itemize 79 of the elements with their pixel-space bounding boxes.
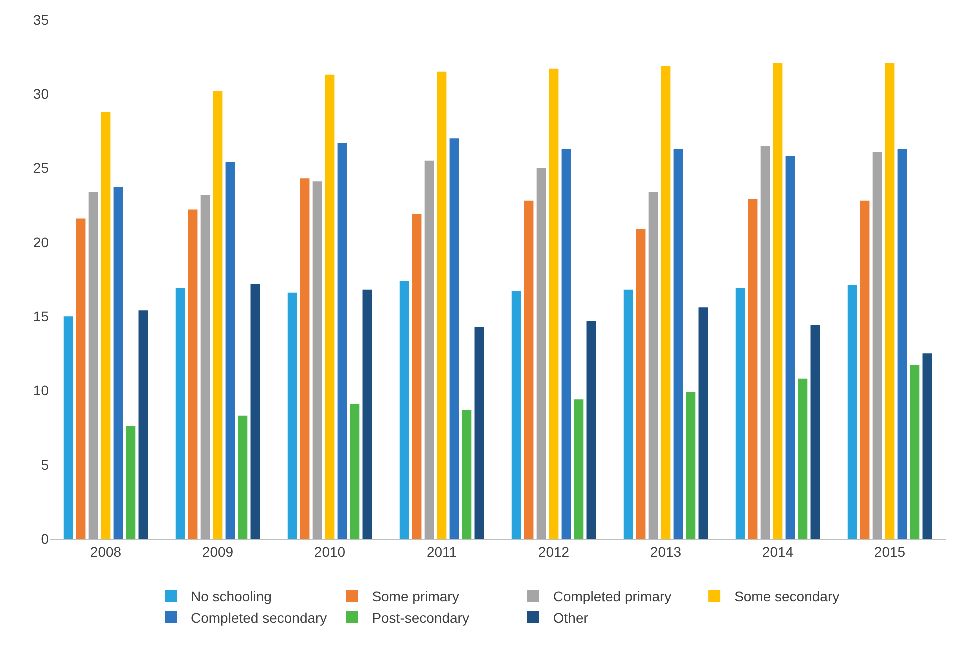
bar — [848, 285, 858, 539]
x-tick-label: 2011 — [426, 544, 458, 560]
bar — [312, 182, 322, 539]
bar — [450, 138, 460, 539]
x-tick-label: 2009 — [202, 544, 234, 560]
bar — [400, 280, 410, 539]
x-tick-label: 2014 — [762, 544, 794, 560]
bar — [524, 200, 534, 539]
bar — [188, 210, 198, 539]
bar — [549, 68, 559, 539]
bar — [138, 310, 148, 539]
legend-label: Completed secondary — [191, 610, 328, 626]
y-tick-label: 15 — [33, 308, 50, 324]
bar — [686, 392, 696, 539]
bar — [226, 162, 236, 539]
bar — [562, 149, 572, 539]
bar — [636, 229, 646, 539]
bar — [412, 214, 422, 539]
bar — [898, 149, 908, 539]
bar — [860, 200, 870, 539]
legend-label: Post-secondary — [372, 610, 470, 626]
legend-label: No schooling — [191, 588, 272, 605]
bar — [586, 321, 596, 539]
x-tick-label: 2008 — [90, 544, 122, 560]
y-tick-label: 20 — [33, 234, 50, 250]
x-tick-label: 2010 — [314, 544, 346, 560]
bar — [773, 63, 783, 539]
y-tick-label: 25 — [33, 160, 50, 176]
legend-label: Some secondary — [734, 588, 840, 605]
x-tick-label: 2012 — [538, 544, 570, 560]
bar — [126, 426, 136, 539]
bar — [922, 354, 932, 539]
x-tick-label: 2013 — [650, 544, 682, 560]
bar — [350, 404, 360, 539]
bar — [574, 400, 584, 539]
y-tick-label: 10 — [33, 382, 50, 399]
legend-label: Some primary — [372, 588, 460, 605]
bar — [213, 91, 223, 539]
bar — [810, 325, 820, 539]
bar — [748, 199, 758, 539]
bar — [786, 156, 796, 539]
bar — [736, 288, 746, 539]
bar — [424, 160, 434, 539]
bar — [885, 63, 895, 539]
bar — [910, 366, 920, 539]
bar — [698, 308, 708, 539]
bar — [624, 290, 634, 539]
bar — [176, 288, 186, 539]
bar — [648, 192, 658, 539]
bar — [474, 326, 484, 539]
bar — [798, 378, 808, 539]
y-tick-label: 5 — [41, 456, 50, 473]
bar — [288, 292, 298, 539]
bar — [300, 178, 310, 539]
bar — [88, 192, 98, 539]
bar — [512, 291, 522, 539]
bar — [462, 410, 472, 539]
bar — [238, 416, 248, 539]
bar — [101, 112, 111, 539]
bar — [661, 66, 671, 539]
legend-label: Completed primary — [553, 588, 672, 605]
bar — [536, 168, 546, 539]
bar — [76, 218, 86, 539]
bar — [362, 290, 372, 539]
x-tick-label: 2015 — [874, 544, 906, 560]
bar — [674, 149, 684, 539]
bar — [114, 188, 124, 539]
y-tick-label: 0 — [41, 530, 50, 547]
bar — [325, 74, 335, 539]
bar — [760, 146, 770, 539]
bar — [200, 194, 210, 539]
legend-label: Other — [553, 610, 589, 626]
bar — [872, 152, 882, 539]
bar — [338, 143, 348, 539]
y-tick-label: 35 — [33, 12, 50, 28]
bar — [437, 72, 447, 539]
y-tick-label: 30 — [33, 86, 50, 102]
bar — [64, 316, 74, 539]
bar — [250, 284, 260, 539]
